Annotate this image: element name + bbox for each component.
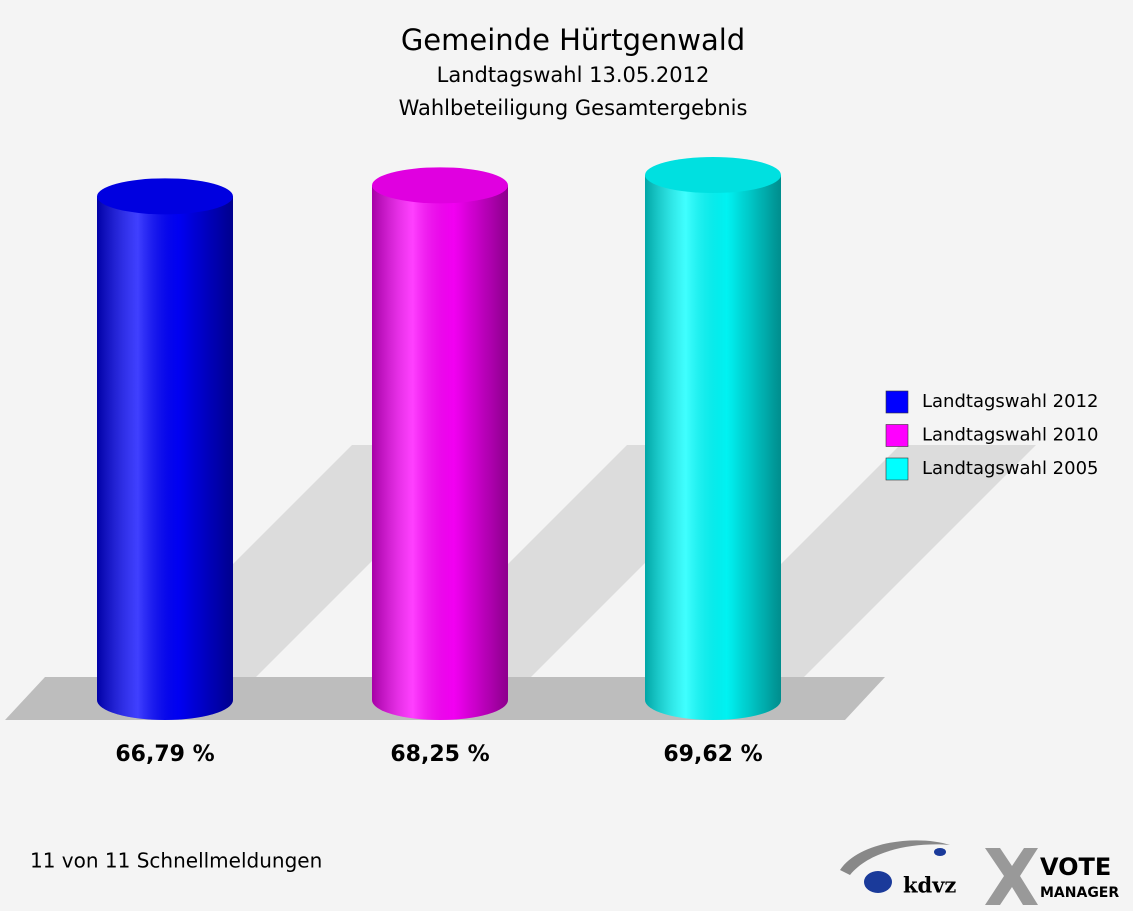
legend-label: Landtagswahl 2005 xyxy=(922,458,1098,479)
value-label: 66,79 % xyxy=(115,742,214,767)
logo-dot xyxy=(934,848,946,856)
logo-x xyxy=(985,848,1038,905)
logo-brand: kdvz xyxy=(903,873,956,898)
cylinder xyxy=(645,157,781,720)
cylinder-top-shade xyxy=(645,157,781,193)
cylinder-top xyxy=(97,178,233,215)
legend-label: Landtagswahl 2012 xyxy=(922,391,1098,412)
cylinder xyxy=(372,167,508,720)
legend-swatch xyxy=(885,390,909,414)
value-label: 68,25 % xyxy=(390,742,489,767)
cylinder-top xyxy=(372,167,508,204)
legend-label: Landtagswahl 2010 xyxy=(922,425,1098,446)
cylinder-top-shade xyxy=(372,167,508,204)
cylinder-top xyxy=(645,157,781,193)
legend-swatch xyxy=(885,424,909,447)
bar-shade xyxy=(372,185,508,701)
chart-subtitle: Wahlbeteiligung Gesamtergebnis xyxy=(399,96,748,120)
logo-product: MANAGER xyxy=(1040,885,1119,901)
logo: kdvz VOTE MANAGER xyxy=(840,840,1119,905)
footer: 11 von 11 Schnellmeldungen xyxy=(30,849,322,873)
cylinder-top-shade xyxy=(97,178,233,215)
bar-shade xyxy=(97,196,233,700)
logo-swoosh xyxy=(840,840,950,875)
logo-ball xyxy=(864,871,892,893)
cylinder xyxy=(97,178,233,720)
logo-product: VOTE xyxy=(1040,853,1111,881)
chart-subtitle: Landtagswahl 13.05.2012 xyxy=(437,63,710,87)
bar-shade xyxy=(645,175,781,700)
chart-title: Gemeinde Hürtgenwald xyxy=(401,23,745,57)
value-label: 69,62 % xyxy=(663,742,762,767)
legend-swatch xyxy=(885,457,909,481)
